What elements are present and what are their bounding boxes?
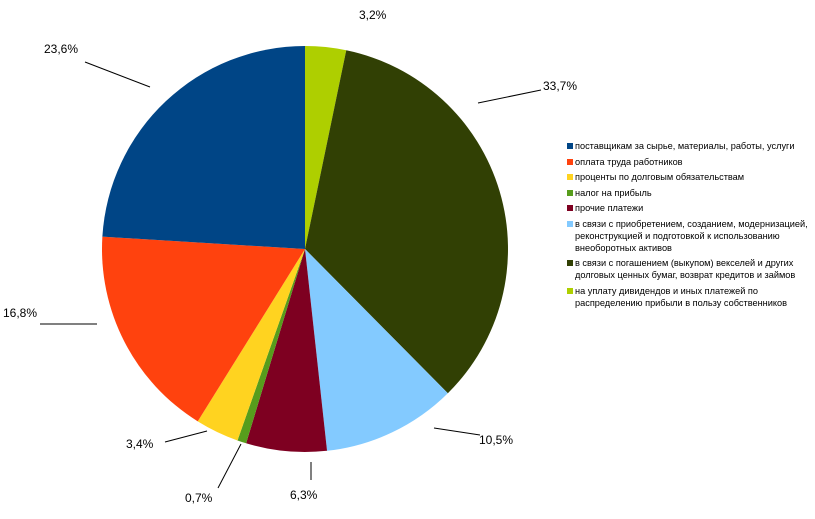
legend-item-4: налог на прибыль bbox=[567, 187, 815, 199]
pie-slice-8 bbox=[305, 46, 347, 249]
legend-swatch bbox=[567, 260, 573, 266]
legend-label: проценты по долговым обязательствам bbox=[575, 172, 745, 182]
legend-item-8: на уплату дивидендов и иных платежей по … bbox=[567, 285, 815, 309]
legend-swatch bbox=[567, 189, 573, 196]
pie-slice-6 bbox=[305, 249, 448, 451]
legend-item-5: прочие платежи bbox=[567, 202, 815, 214]
legend-item-2: оплата труда работников bbox=[567, 156, 815, 168]
data-label-4: 0,7% bbox=[185, 491, 213, 505]
legend-swatch bbox=[567, 220, 573, 227]
pie-slice-5 bbox=[246, 249, 328, 452]
legend-item-3: проценты по долговым обязательствам bbox=[567, 171, 815, 183]
data-label-6: 10,5% bbox=[479, 433, 513, 447]
legend-label: оплата труда работников bbox=[575, 156, 683, 167]
data-label-2: 16,8% bbox=[3, 306, 37, 320]
legend-label: в связи с приобретением, созданием, моде… bbox=[575, 218, 808, 253]
pie-slice-1 bbox=[102, 46, 306, 249]
data-label-5: 6,3% bbox=[290, 488, 318, 502]
data-label-3: 3,4% bbox=[126, 437, 154, 451]
pie-slice-7 bbox=[305, 50, 508, 394]
legend-swatch bbox=[567, 205, 573, 211]
leader-line-7 bbox=[477, 89, 542, 104]
leader-line-4 bbox=[217, 443, 242, 489]
pie-slice-4 bbox=[237, 249, 305, 444]
legend-swatch bbox=[567, 174, 573, 180]
legend-label: прочие платежи bbox=[575, 203, 644, 213]
leader-line-1 bbox=[84, 61, 151, 88]
leader-line-3 bbox=[164, 430, 208, 443]
legend-item-7: в связи с погашением (выкупом) векселей … bbox=[567, 257, 815, 281]
leader-line-6 bbox=[433, 427, 481, 436]
legend-label: налог на прибыль bbox=[575, 187, 652, 198]
legend-label: на уплату дивидендов и иных платежей по … bbox=[575, 285, 787, 308]
data-label-7: 33,7% bbox=[543, 79, 577, 93]
pie-slice-2 bbox=[101, 236, 305, 422]
pie-slice-3 bbox=[197, 249, 305, 441]
chart-legend: поставщикам за сырье, материалы, работы,… bbox=[567, 140, 815, 312]
legend-swatch bbox=[567, 143, 573, 149]
legend-label: поставщикам за сырье, материалы, работы,… bbox=[575, 141, 795, 151]
legend-item-1: поставщикам за сырье, материалы, работы,… bbox=[567, 140, 815, 152]
legend-swatch bbox=[567, 287, 573, 294]
legend-label: в связи с погашением (выкупом) векселей … bbox=[575, 258, 796, 280]
data-label-8: 3,2% bbox=[359, 8, 387, 22]
legend-item-6: в связи с приобретением, созданием, моде… bbox=[567, 218, 815, 254]
legend-swatch bbox=[567, 158, 573, 165]
data-label-1: 23,6% bbox=[44, 42, 78, 56]
